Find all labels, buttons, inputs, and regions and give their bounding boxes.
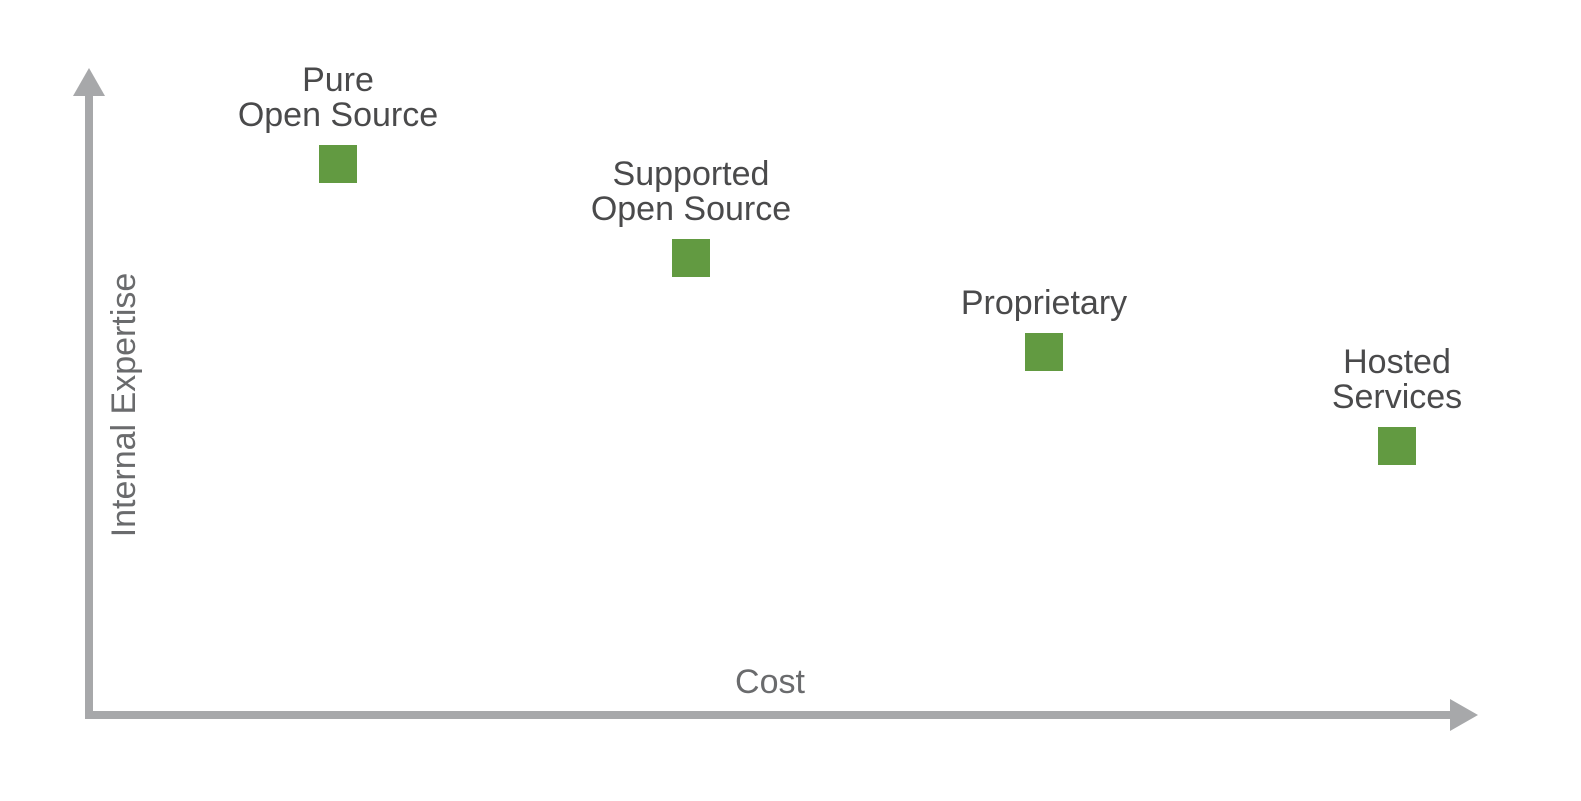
data-point: Proprietary <box>961 284 1127 371</box>
data-point-label: Pure Open Source <box>238 61 438 134</box>
data-point-marker <box>1025 333 1063 371</box>
data-point-marker <box>319 145 357 183</box>
data-point-marker <box>672 239 710 277</box>
y-axis-title: Internal Expertise <box>105 273 143 538</box>
data-point: Supported Open Source <box>591 155 791 277</box>
data-point-marker <box>1378 427 1416 465</box>
x-axis-title: Cost <box>735 663 805 701</box>
axes <box>73 68 1478 731</box>
data-point-label-line: Open Source <box>238 96 438 134</box>
data-point-label-line: Open Source <box>591 190 791 228</box>
data-point-label-line: Supported <box>613 155 770 193</box>
data-point-label-line: Services <box>1332 378 1462 416</box>
data-point-label-line: Pure <box>302 61 374 99</box>
y-axis-arrowhead <box>73 68 105 96</box>
data-point-label: Proprietary <box>961 284 1127 322</box>
data-point-label: Supported Open Source <box>591 155 791 228</box>
data-point: Hosted Services <box>1332 343 1462 465</box>
data-point-label-line: Proprietary <box>961 284 1127 322</box>
data-point-label: Hosted Services <box>1332 343 1462 416</box>
x-axis-arrowhead <box>1450 699 1478 731</box>
data-point-label-line: Hosted <box>1343 343 1451 381</box>
data-point: Pure Open Source <box>238 61 438 183</box>
